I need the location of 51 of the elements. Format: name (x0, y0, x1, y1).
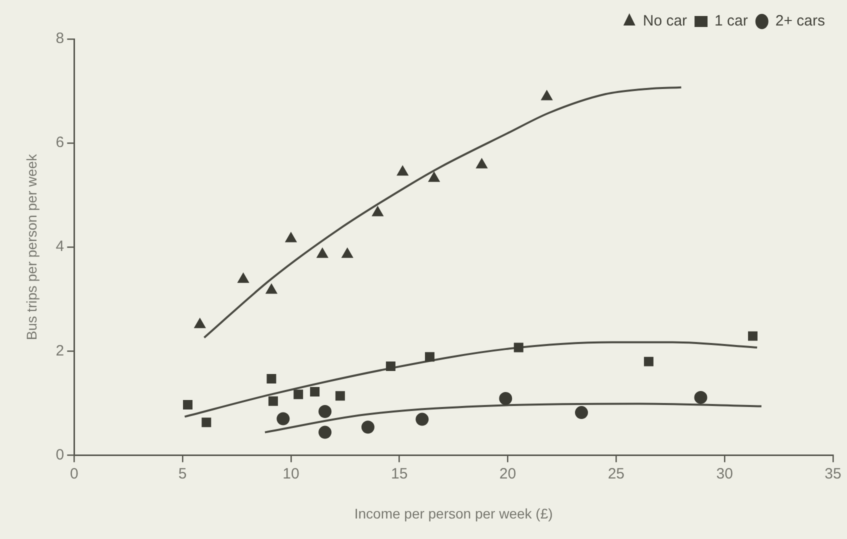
x-tick-label: 10 (282, 465, 300, 482)
point (694, 390, 708, 404)
point (416, 412, 429, 426)
point (318, 426, 332, 439)
legend-label: No car (642, 12, 688, 30)
point (372, 206, 384, 216)
y-tick-label: 2 (56, 342, 64, 360)
point (266, 284, 278, 294)
point (476, 158, 488, 168)
x-tick-label: 0 (70, 465, 78, 482)
point (541, 90, 552, 100)
y-axis-title: Bus trips per person per week (23, 153, 40, 340)
y-tick-label: 4 (56, 238, 64, 256)
line-series (203, 86, 682, 339)
line-series (184, 341, 758, 418)
point (386, 361, 396, 371)
point (428, 172, 440, 182)
point (202, 418, 212, 428)
x-tick-label: 25 (608, 465, 625, 482)
x-tick-label: 15 (391, 465, 408, 482)
x-tick-label: 5 (178, 465, 187, 482)
x-tick-label: 35 (824, 465, 842, 482)
point (396, 166, 408, 176)
point (194, 318, 206, 328)
point (183, 400, 192, 410)
x-axis-title: Income per person per week (£) (354, 505, 553, 522)
x-tick-label: 20 (499, 465, 516, 482)
y-tick-label: 6 (56, 134, 64, 152)
point (748, 331, 758, 341)
point (276, 412, 290, 426)
point (514, 342, 524, 352)
y-tick-label: 0 (56, 446, 64, 464)
point (335, 391, 345, 401)
point (318, 405, 332, 418)
point (361, 420, 374, 434)
point (238, 272, 249, 283)
point (644, 356, 654, 366)
point (499, 392, 512, 405)
point (285, 232, 297, 242)
point (424, 352, 434, 362)
y-tick-label: 8 (56, 30, 64, 48)
point (342, 248, 354, 258)
point (266, 374, 276, 384)
point (268, 396, 278, 406)
point (294, 390, 304, 400)
legend-label: 1 car (714, 12, 748, 30)
legend-label: 2+ cars (775, 12, 825, 30)
x-tick-label: 30 (716, 465, 733, 482)
point (316, 248, 328, 258)
point (574, 406, 588, 420)
point (310, 386, 320, 396)
